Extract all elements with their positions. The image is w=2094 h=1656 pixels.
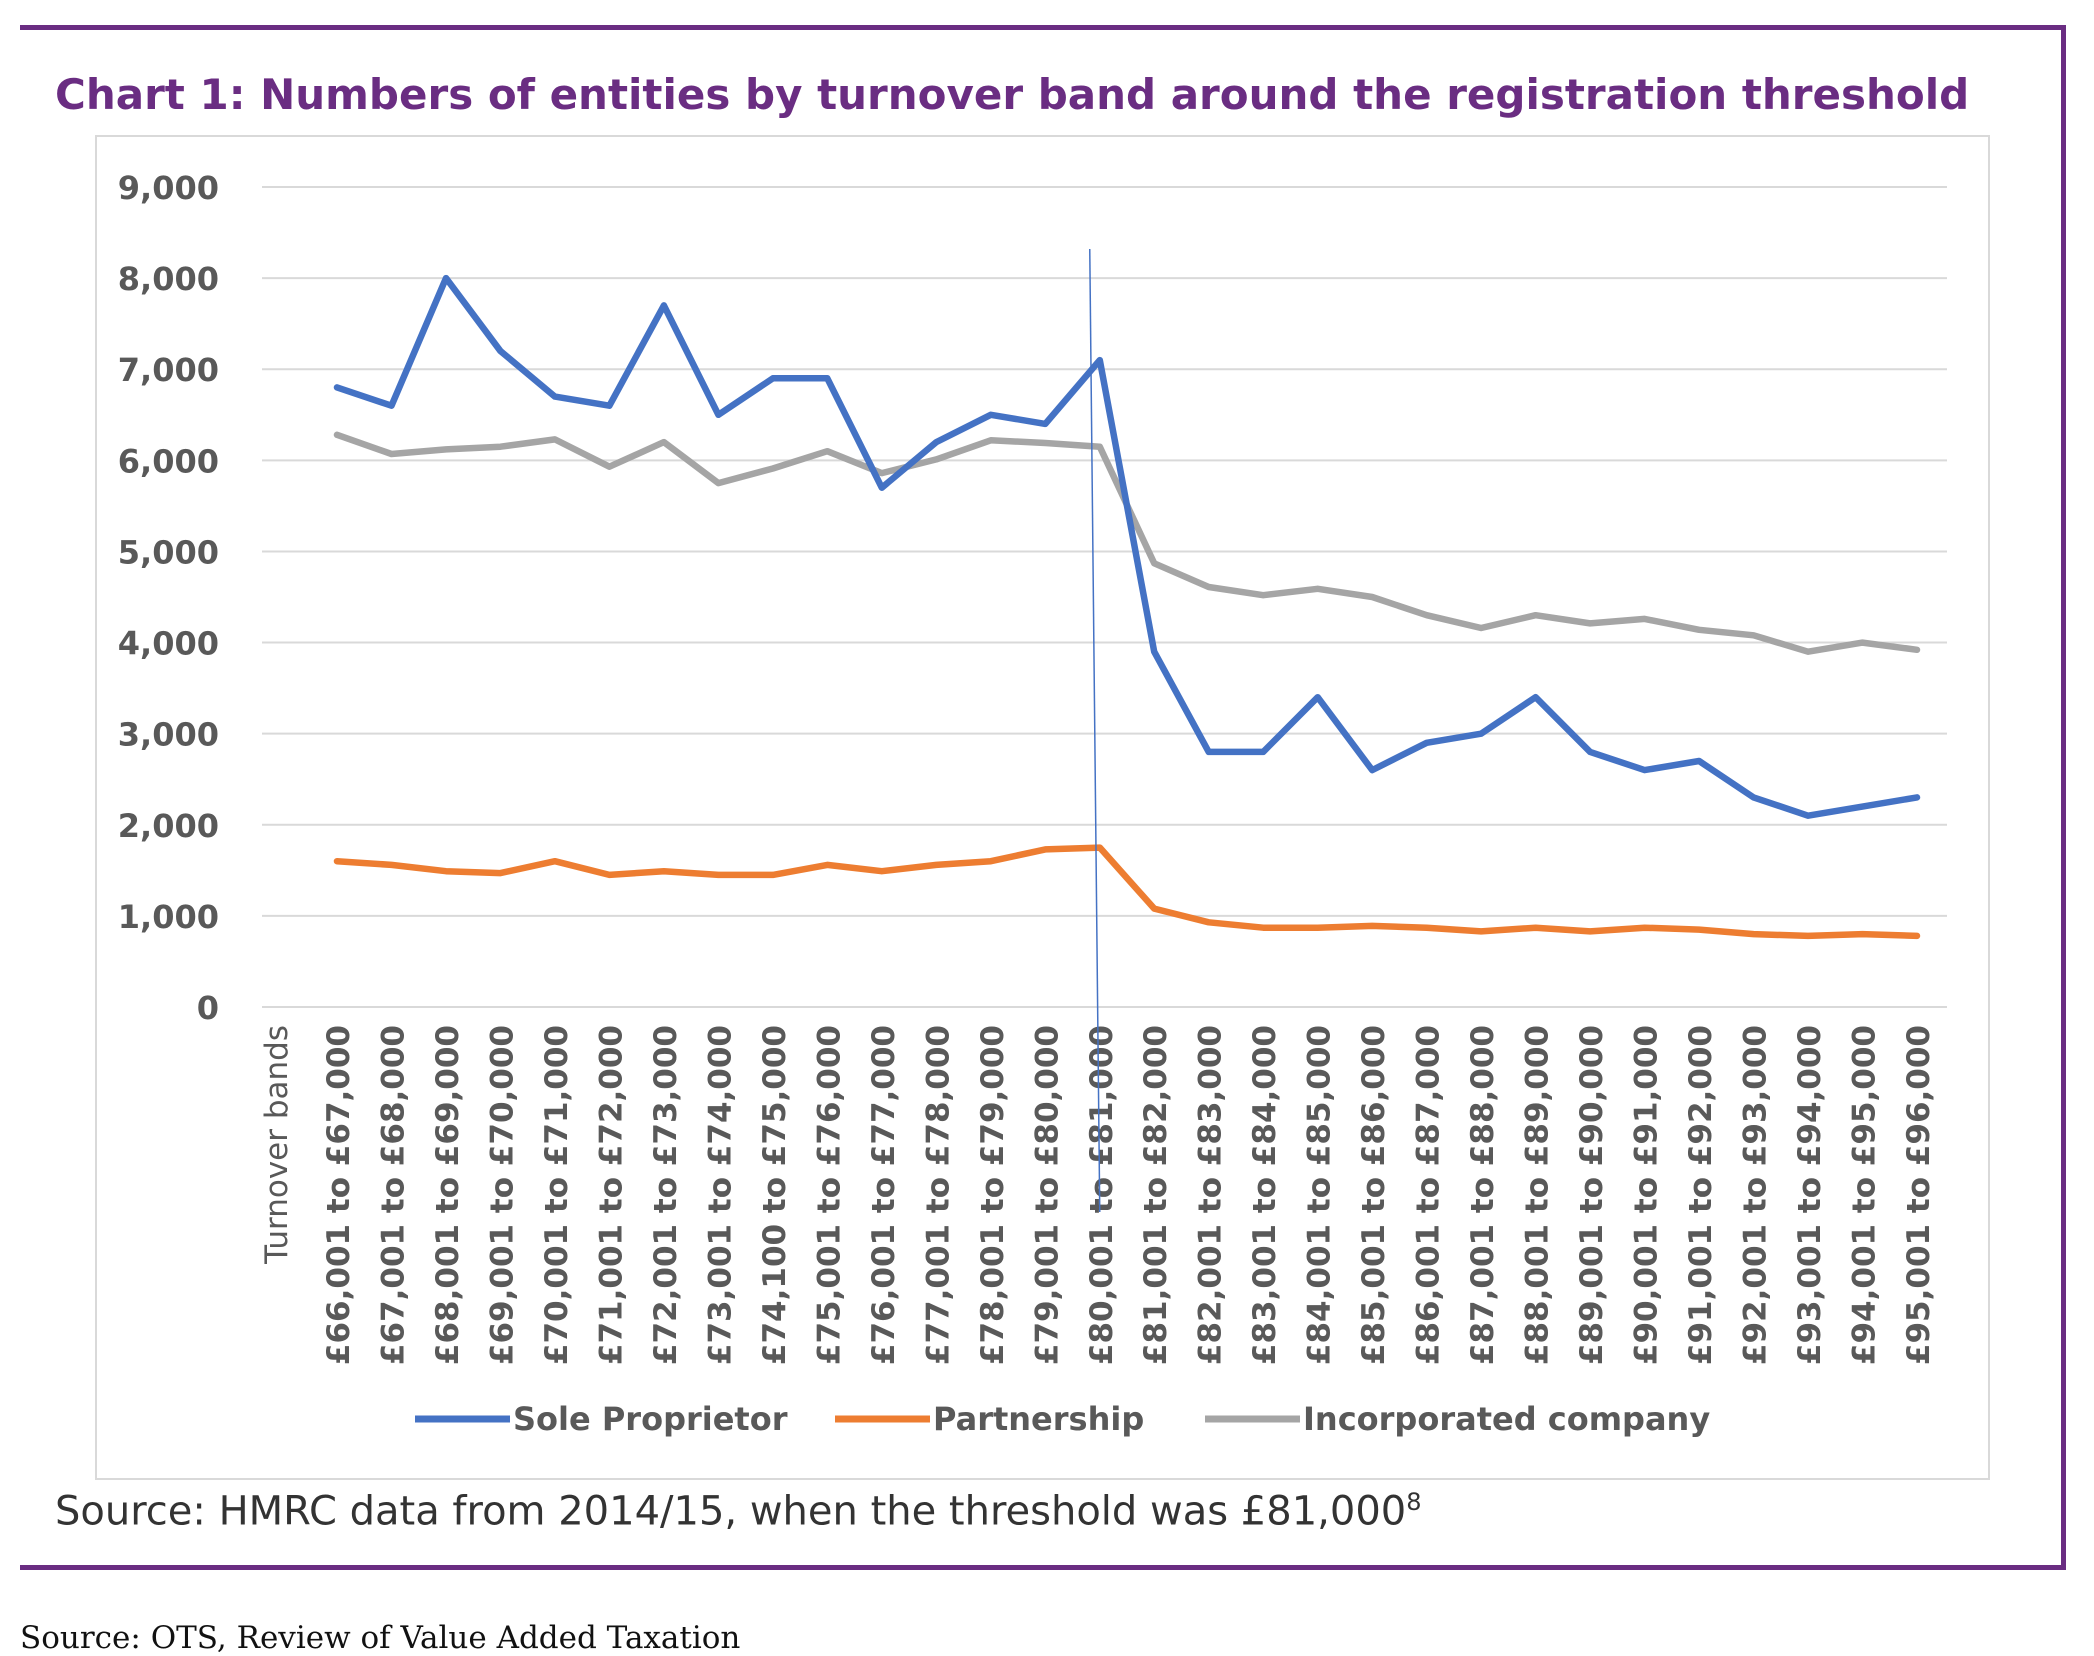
source-footnote-mark: 8 — [1406, 1488, 1422, 1516]
x-tick-label: £73,001 to £74,000 — [702, 1025, 738, 1365]
x-tick-label: £77,001 to £78,000 — [920, 1025, 956, 1365]
source-credit: Source: OTS, Review of Value Added Taxat… — [20, 1620, 741, 1656]
x-tick-label: £70,001 to £71,000 — [539, 1025, 575, 1365]
y-tick-label: 4,000 — [118, 625, 219, 663]
x-tick-label: £82,001 to £83,000 — [1193, 1025, 1229, 1365]
x-tick-label: £72,001 to £73,000 — [648, 1025, 684, 1365]
series-line-incorporated-company — [333, 431, 1921, 655]
x-axis-title: Turnover bands — [259, 1025, 295, 1265]
x-tick-label: £79,001 to £80,000 — [1029, 1025, 1065, 1365]
x-tick-label: £78,001 to £79,000 — [975, 1025, 1011, 1365]
x-tick-label: £81,001 to £82,000 — [1138, 1025, 1174, 1365]
x-tick-label: £91,001 to £92,000 — [1683, 1025, 1719, 1365]
chart-frame — [20, 25, 2066, 1570]
x-tick-label: £85,001 to £86,000 — [1356, 1025, 1392, 1365]
legend-partnership-label: Partnership — [933, 1400, 1144, 1438]
x-tick-label: £74,100 to £75,000 — [757, 1025, 793, 1365]
y-tick-label: 1,000 — [118, 898, 219, 936]
x-tick-label: £87,001 to £88,000 — [1465, 1025, 1501, 1365]
y-tick-label: 6,000 — [118, 442, 219, 480]
threshold-line — [1089, 248, 1101, 1213]
x-tick-label: £80,001 to £81,000 — [1084, 1025, 1120, 1365]
x-tick-label: £88,001 to £89,000 — [1520, 1025, 1556, 1365]
y-tick-label: 8,000 — [118, 260, 219, 298]
source-note-text: Source: HMRC data from 2014/15, when the… — [55, 1488, 1407, 1535]
x-tick-label: £84,001 to £85,000 — [1302, 1025, 1338, 1365]
x-tick-label: £94,001 to £95,000 — [1847, 1025, 1883, 1365]
x-tick-label: £93,001 to £94,000 — [1792, 1025, 1828, 1365]
x-tick-label: £90,001 to £91,000 — [1629, 1025, 1665, 1365]
x-tick-label: £69,001 to £70,000 — [484, 1025, 520, 1365]
y-tick-label: 9,000 — [118, 169, 219, 207]
x-tick-label: £86,001 to £87,000 — [1411, 1025, 1447, 1365]
legend-sole-proprietor-label: Sole Proprietor — [513, 1400, 788, 1438]
y-tick-label: 2,000 — [118, 807, 219, 845]
x-tick-label: £68,001 to £69,000 — [430, 1025, 466, 1365]
chart-title: Chart 1: Numbers of entities by turnover… — [55, 70, 1970, 119]
x-tick-label: £76,001 to £77,000 — [866, 1025, 902, 1365]
series-line-partnership — [333, 844, 1921, 940]
y-tick-label: 7,000 — [118, 351, 219, 389]
x-tick-label: £95,001 to £96,000 — [1901, 1025, 1937, 1365]
line-chart: 0 1,000 2,000 3,000 4,000 5,000 6,000 7,000 8,00… — [118, 169, 1947, 1438]
y-tick-label: 5,000 — [118, 533, 219, 571]
x-tick-label: £83,001 to £84,000 — [1247, 1025, 1283, 1365]
x-tick-label: £75,001 to £76,000 — [811, 1025, 847, 1365]
chart-area: 0 1,000 2,000 3,000 4,000 5,000 6,000 7,000 8,00… — [95, 135, 1990, 1480]
x-tick-label: £67,001 to £68,000 — [375, 1025, 411, 1365]
x-tick-label: £71,001 to £72,000 — [593, 1025, 629, 1365]
x-tick-label: £92,001 to £93,000 — [1738, 1025, 1774, 1365]
x-tick-label: £66,001 to £67,000 — [321, 1025, 357, 1365]
series-line-sole-proprietor — [333, 274, 1921, 819]
y-tick-label: 0 — [197, 989, 219, 1027]
legend-incorporated-company-label: Incorporated company — [1303, 1400, 1710, 1438]
y-tick-label: 3,000 — [118, 716, 219, 754]
x-tick-label: £89,001 to £90,000 — [1574, 1025, 1610, 1365]
source-note: Source: HMRC data from 2014/15, when the… — [55, 1488, 1422, 1534]
